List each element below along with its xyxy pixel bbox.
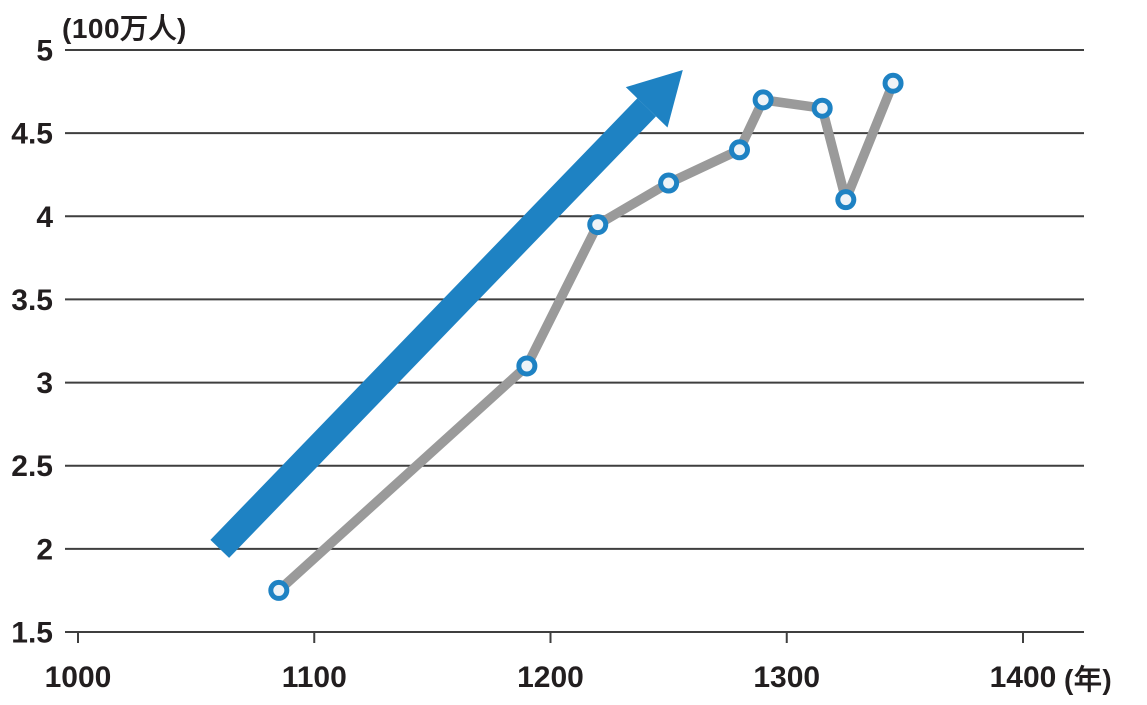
x-tick-label: 1300: [753, 661, 820, 694]
data-point-marker: [811, 97, 833, 119]
data-point-marker: [516, 355, 538, 377]
x-axis-unit-label: (年): [1064, 664, 1113, 695]
y-tick-label: 3.5: [11, 284, 53, 317]
y-tick-label: 4.5: [11, 118, 53, 151]
data-point-marker: [882, 72, 904, 94]
y-tick-label: 3: [36, 367, 53, 400]
x-tick-label: 1100: [282, 661, 347, 694]
x-tick-label: 1000: [45, 661, 112, 694]
x-tick-label: 1400: [990, 661, 1057, 694]
data-point-marker: [752, 89, 774, 111]
data-point-marker: [268, 579, 290, 601]
y-axis-unit-label: (100万人): [62, 13, 187, 44]
trend-arrow-head: [625, 69, 683, 128]
data-point-marker: [729, 139, 750, 161]
y-tick-label: 1.5: [11, 617, 53, 650]
y-tick-label: 2: [36, 533, 53, 566]
data-point-marker: [587, 214, 609, 236]
data-point-marker: [835, 189, 857, 211]
y-tick-label: 2.5: [11, 450, 53, 483]
data-point-marker: [658, 172, 680, 194]
trend-arrow-shaft: [210, 98, 657, 558]
y-tick-label: 4: [36, 201, 53, 234]
y-tick-label: 5: [36, 35, 53, 68]
x-tick-label: 1200: [517, 661, 584, 694]
